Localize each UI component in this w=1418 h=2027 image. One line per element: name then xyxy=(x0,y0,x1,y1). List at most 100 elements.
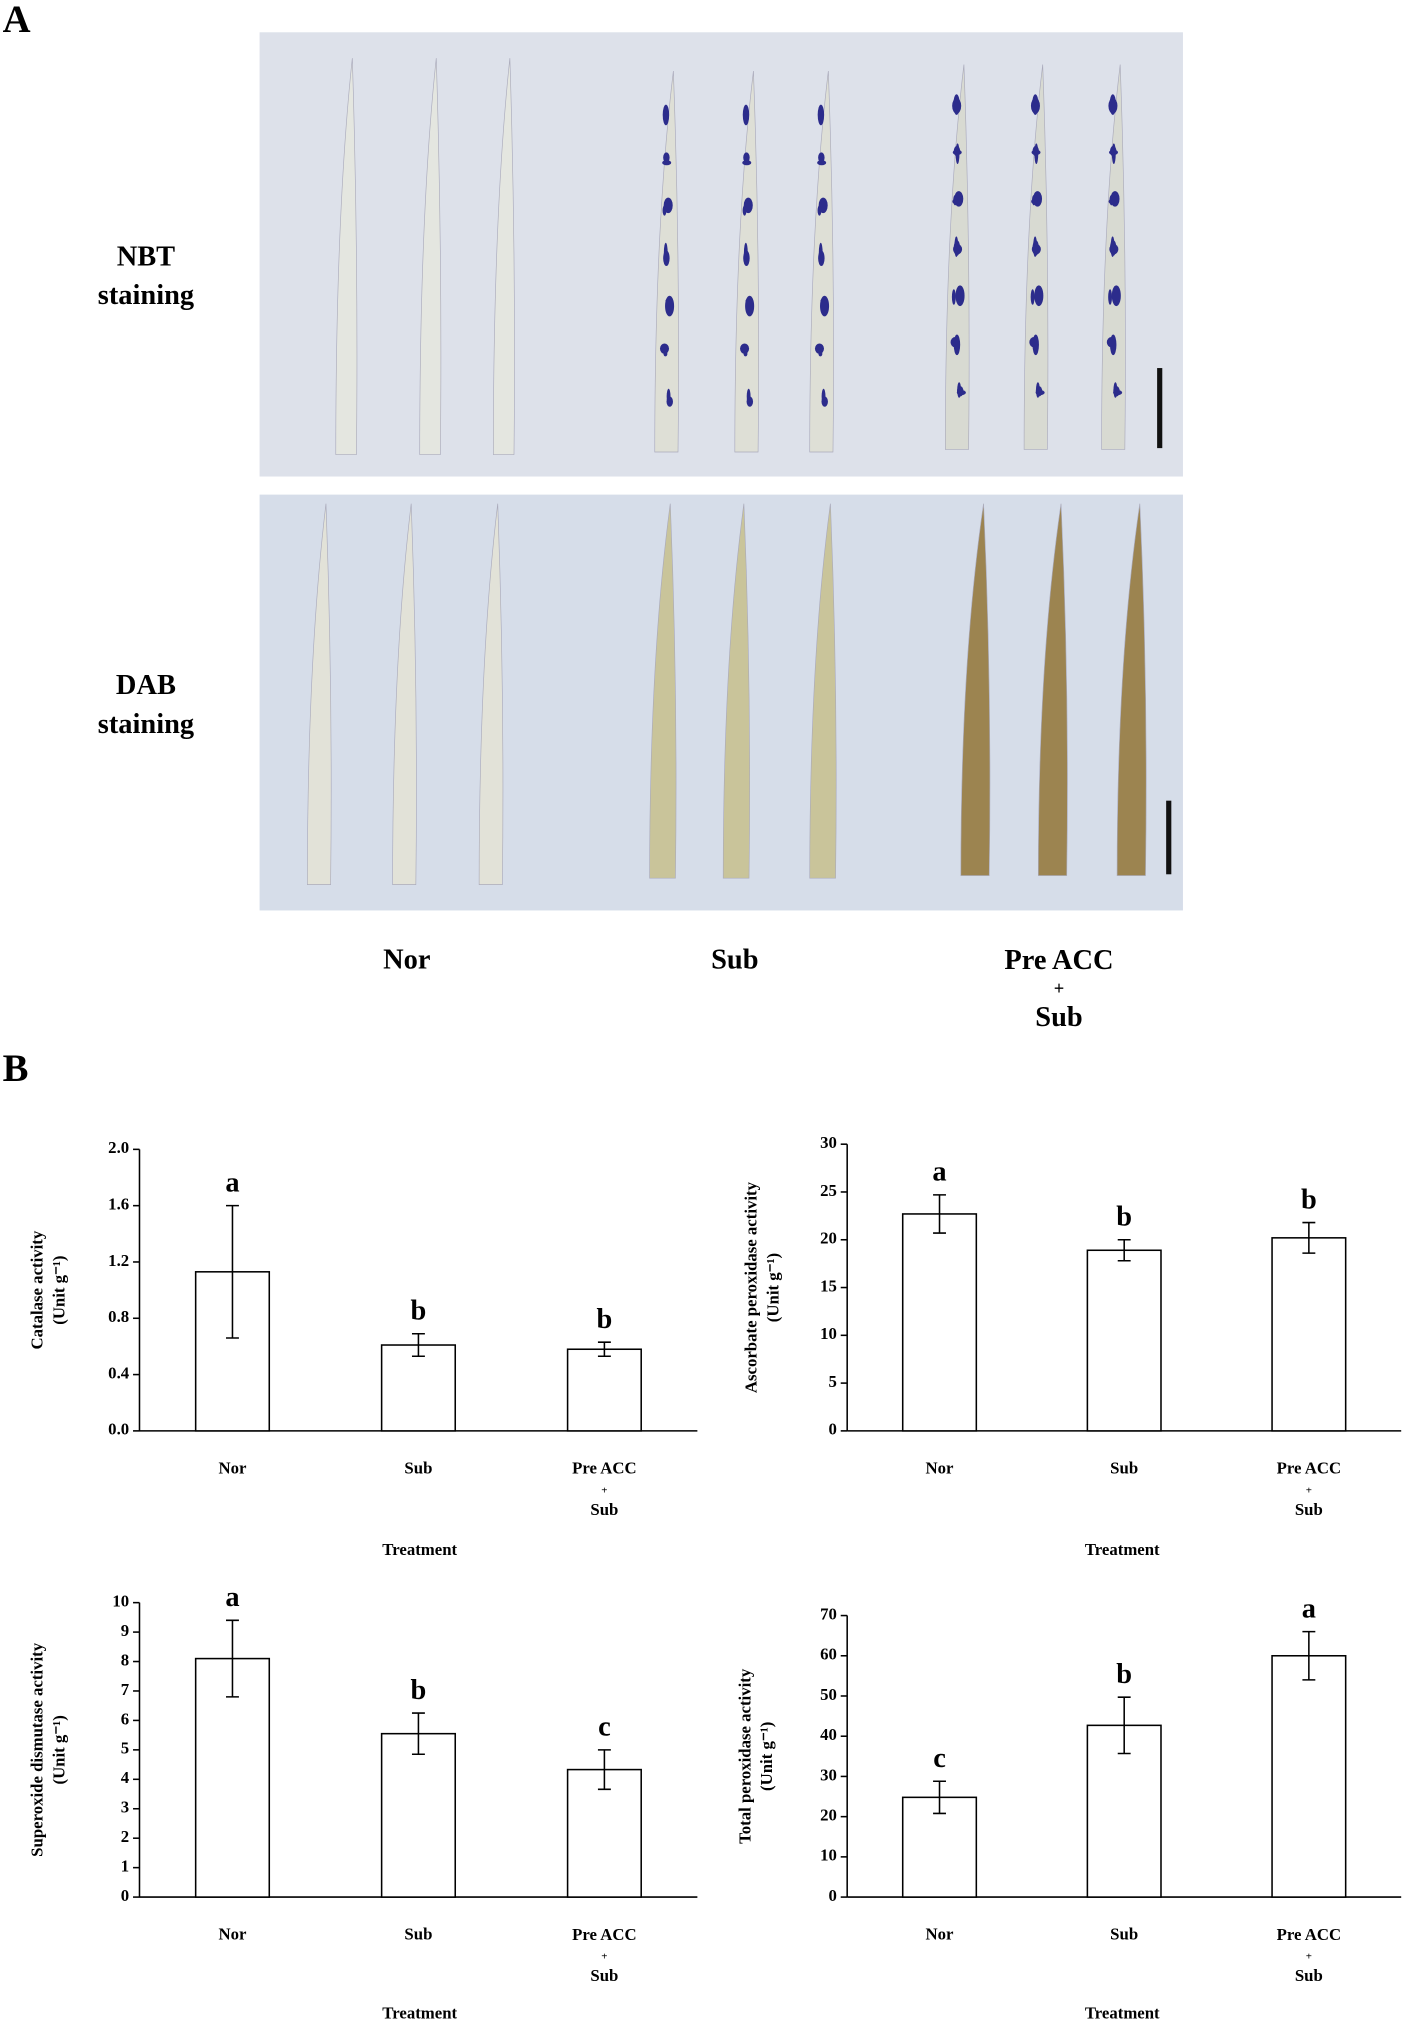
stain-spot xyxy=(951,289,956,305)
leaf xyxy=(478,503,504,885)
y-axis-title: Total peroxidase activity xyxy=(735,1668,754,1844)
y-tick-label: 70 xyxy=(820,1604,837,1623)
y-tick-label: 30 xyxy=(820,1765,837,1784)
bar xyxy=(901,1213,978,1432)
y-axis-unit: (Unit g⁻¹) xyxy=(50,1255,69,1324)
error-bar xyxy=(411,1332,425,1358)
stain-spot xyxy=(954,102,959,113)
row-label: NBT staining xyxy=(98,241,194,311)
x-axis-title: Treatment xyxy=(382,1540,457,1559)
x-tick-label: Sub xyxy=(404,1925,432,1944)
error-bar xyxy=(411,1712,425,1756)
y-tick-label: 2 xyxy=(121,1827,129,1846)
bar xyxy=(380,1344,457,1432)
x-tick-label: Sub xyxy=(404,1458,432,1477)
error-bar xyxy=(1302,1630,1316,1681)
leaf xyxy=(649,503,677,879)
y-tick-label: 10 xyxy=(820,1324,837,1343)
y-tick-label: 6 xyxy=(121,1709,129,1728)
stain-spot xyxy=(662,205,667,216)
y-axis-unit: (Unit g⁻¹) xyxy=(50,1715,69,1784)
stain-spot xyxy=(1108,198,1116,205)
y-axis-title: Catalase activity xyxy=(28,1230,47,1349)
x-tick-label: Nor xyxy=(219,1458,247,1477)
error-bar xyxy=(597,1341,611,1358)
error-bar xyxy=(597,1749,611,1791)
bar xyxy=(566,1348,642,1432)
leaf xyxy=(722,503,751,879)
y-tick-label: 60 xyxy=(820,1645,837,1664)
y-tick-label: 10 xyxy=(820,1846,837,1865)
x-tick-label: Pre ACC + Sub xyxy=(572,1458,636,1518)
y-tick-label: 2.0 xyxy=(108,1138,129,1157)
stain-spot xyxy=(1113,390,1123,396)
x-tick-label: Pre ACC + Sub xyxy=(1277,1925,1341,1985)
significance-letter: a xyxy=(1302,1593,1316,1624)
stain-spot xyxy=(956,390,966,396)
stain-spot xyxy=(666,396,673,407)
significance-letter: b xyxy=(1116,1202,1132,1233)
y-tick-label: 4 xyxy=(121,1768,130,1787)
error-bar xyxy=(933,1194,946,1234)
stain-spot xyxy=(662,160,672,166)
scale-bar xyxy=(1157,368,1163,449)
x-tick-label: Nor xyxy=(219,1925,247,1944)
stain-spot xyxy=(953,334,961,356)
stain-spot xyxy=(820,295,830,317)
leaf xyxy=(493,58,515,455)
bar xyxy=(1271,1654,1347,1898)
x-tick-label: Nor xyxy=(926,1925,954,1944)
stain-spot xyxy=(1034,285,1044,307)
y-tick-label: 5 xyxy=(828,1372,836,1391)
y-tick-label: 20 xyxy=(820,1229,837,1248)
y-tick-label: 0 xyxy=(121,1886,129,1905)
stain-spot xyxy=(821,396,828,407)
error-bar xyxy=(1302,1221,1316,1254)
stain-spot xyxy=(1031,198,1038,205)
stain-spot xyxy=(1031,244,1041,255)
x-axis-title: Treatment xyxy=(382,2003,457,2022)
treatment-label: Nor xyxy=(383,945,430,976)
error-bar xyxy=(226,1204,239,1339)
stain-spot xyxy=(665,295,675,317)
y-tick-label: 0.0 xyxy=(108,1420,129,1439)
stain-spot xyxy=(1030,289,1035,305)
y-tick-label: 15 xyxy=(820,1276,837,1295)
leaf xyxy=(335,58,358,455)
stain-spot xyxy=(955,285,965,307)
stain-spot xyxy=(1034,143,1039,165)
stain-spot xyxy=(740,343,750,354)
stain-spot xyxy=(955,143,960,165)
stain-spot xyxy=(663,152,670,163)
stain-spot xyxy=(1111,285,1121,307)
y-axis-title: Ascorbate peroxidase activity xyxy=(742,1181,761,1393)
significance-letter: c xyxy=(933,1743,946,1774)
significance-letter: a xyxy=(932,1157,946,1188)
stain-spot xyxy=(953,244,963,255)
stain-spot xyxy=(817,104,825,126)
leaf xyxy=(809,503,837,879)
stain-spot xyxy=(1109,244,1119,255)
bar xyxy=(1271,1237,1347,1432)
stain-spot xyxy=(743,250,750,267)
y-tick-label: 1 xyxy=(121,1856,129,1875)
bar xyxy=(566,1768,642,1898)
y-tick-label: 40 xyxy=(820,1725,837,1744)
bar xyxy=(194,1657,271,1898)
significance-letter: b xyxy=(596,1304,612,1335)
y-tick-label: 20 xyxy=(820,1805,837,1824)
stain-spot xyxy=(659,343,670,354)
leaf xyxy=(392,503,417,885)
stain-spot xyxy=(1035,390,1045,396)
leaf xyxy=(419,58,442,455)
stain-spot xyxy=(814,343,824,354)
stain-spot xyxy=(818,250,825,267)
stain-spot xyxy=(742,160,752,166)
scale-bar xyxy=(1166,800,1172,875)
y-tick-label: 0.8 xyxy=(108,1307,129,1326)
stain-spot xyxy=(1032,334,1039,356)
stain-spot xyxy=(742,104,750,126)
stain-spot xyxy=(1108,289,1113,305)
treatment-label: Pre ACC + Sub xyxy=(1004,945,1113,1033)
